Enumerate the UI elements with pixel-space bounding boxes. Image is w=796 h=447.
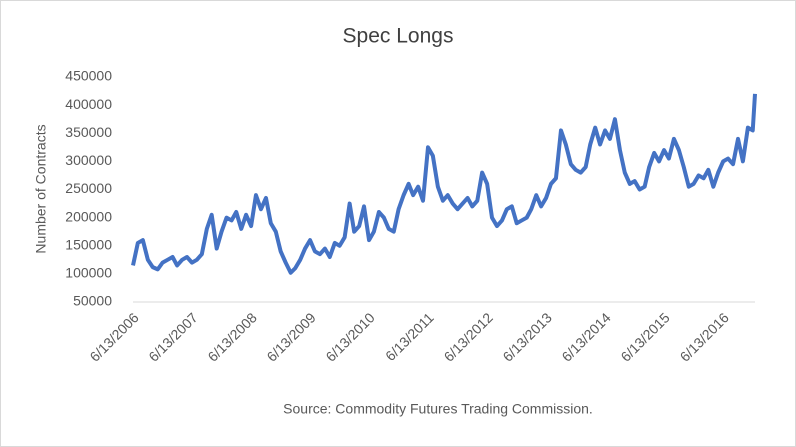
- y-tick-label: 400000: [65, 96, 112, 112]
- data-line: [131, 93, 757, 275]
- y-tick-label: 100000: [65, 265, 112, 281]
- y-tick-label: 150000: [65, 236, 112, 252]
- chart-title: Spec Longs: [343, 25, 454, 48]
- y-tick-label: 300000: [65, 152, 112, 168]
- y-tick-label: 250000: [65, 180, 112, 196]
- y-tick-label: 50000: [73, 293, 112, 309]
- y-axis-label: Number of Contracts: [33, 124, 49, 253]
- y-tick-label: 200000: [65, 208, 112, 224]
- y-tick-label: 450000: [65, 68, 112, 84]
- y-tick-label: 350000: [65, 124, 112, 140]
- source-note: Source: Commodity Futures Trading Commis…: [283, 401, 593, 417]
